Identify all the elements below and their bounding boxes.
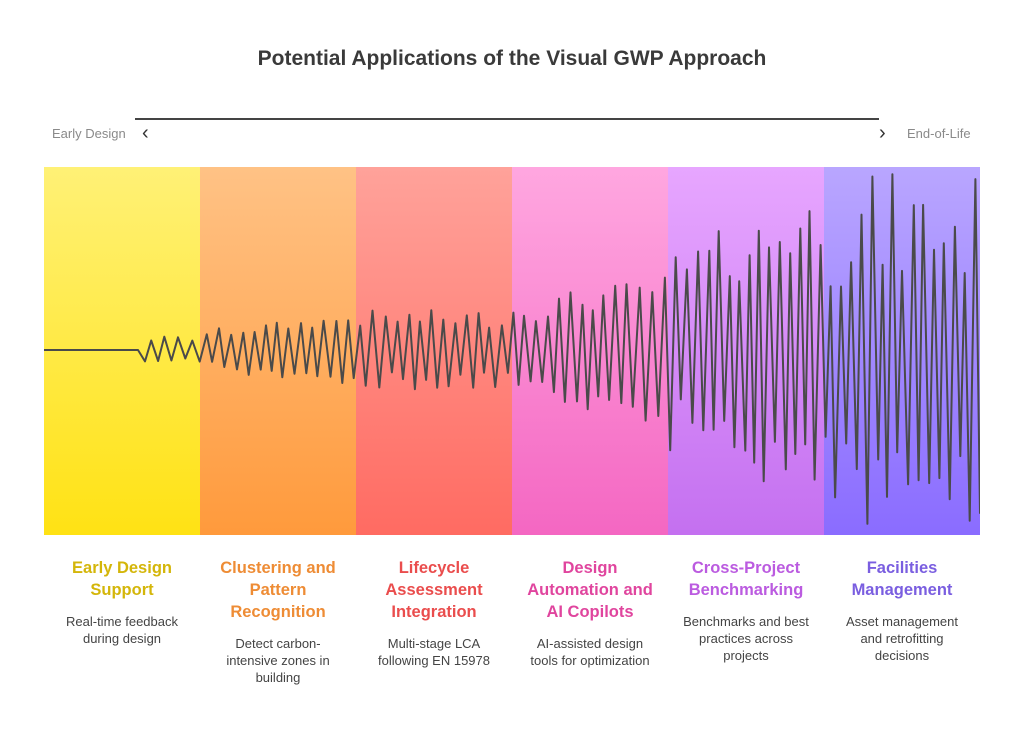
waveform-line: [44, 173, 980, 525]
stage-title: Design Automation and AI Copilots: [527, 559, 653, 621]
stage-description: Asset management and retrofitting decisi…: [845, 614, 958, 663]
stage-band: [200, 167, 356, 535]
chevron-right-icon: ›: [879, 122, 886, 144]
stage-column: Cross-Project Benchmarking Benchmarks and…: [668, 557, 824, 664]
timeline-line: [135, 118, 879, 120]
waveform: [44, 173, 980, 525]
stage-column: Lifecycle Assessment Integration Multi-st…: [356, 557, 512, 669]
stage-title: Early Design Support: [72, 559, 172, 599]
stage-column: Early Design Support Real-time feedback d…: [44, 557, 200, 647]
stage-description: Multi-stage LCA following EN 15978: [377, 636, 491, 668]
stage-title: Lifecycle Assessment Integration: [385, 559, 483, 621]
stage-description: AI-assisted design tools for optimizatio…: [530, 636, 650, 668]
stage-description: Benchmarks and best practices across pro…: [683, 614, 809, 663]
chevron-left-icon: ‹: [142, 122, 149, 144]
stage-description: Real-time feedback during design: [66, 614, 178, 646]
stage-column: Design Automation and AI Copilots AI-assi…: [512, 557, 668, 669]
timeline-start-label: Early Design: [52, 126, 126, 141]
stage-column: Clustering and Pattern Recognition Detect…: [200, 557, 356, 686]
stage-column: Facilities Management Asset management an…: [824, 557, 980, 664]
stage-title: Clustering and Pattern Recognition: [220, 559, 336, 621]
timeline-end-label: End-of-Life: [907, 126, 971, 141]
page-title: Potential Applications of the Visual GWP…: [257, 47, 767, 70]
stage-title: Cross-Project Benchmarking: [688, 559, 804, 599]
stage-description: Detect carbon-intensive zones in buildin…: [226, 636, 330, 685]
stage-bands: [44, 167, 980, 535]
stage-title: Facilities Management: [851, 559, 953, 599]
